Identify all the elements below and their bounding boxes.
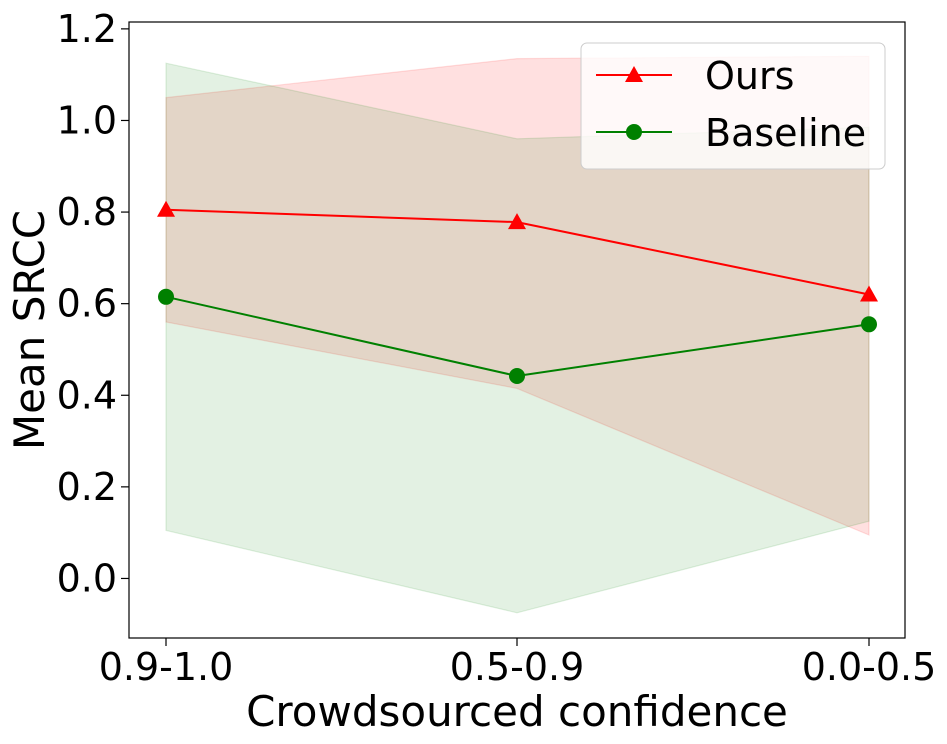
confidence-bands	[165, 55, 870, 614]
point-ours-0	[157, 200, 175, 217]
legend-marker-baseline	[626, 124, 642, 140]
legend-label-ours: Ours	[705, 54, 794, 98]
x-tick-label: 0.9-1.0	[99, 645, 234, 689]
x-axis: 0.9-1.0 0.5-0.9 0.0-0.5	[99, 638, 937, 689]
legend: Ours Baseline	[580, 42, 886, 170]
point-ours-2	[860, 285, 878, 302]
y-axis: 0.0 0.2 0.4 0.6 0.8 1.0 1.2	[57, 7, 129, 600]
y-tick-label: 1.2	[57, 7, 117, 51]
y-tick-label: 0.0	[57, 556, 117, 600]
point-ours-1	[508, 213, 526, 230]
legend-marker-ours	[625, 66, 643, 82]
x-tick-label: 0.0-0.5	[802, 645, 937, 689]
y-tick-label: 1.0	[57, 98, 117, 142]
point-baseline-0	[158, 288, 174, 305]
x-tick-label: 0.5-0.9	[450, 645, 585, 689]
point-baseline-1	[509, 368, 525, 384]
legend-label-baseline: Baseline	[705, 111, 866, 155]
band-ours	[165, 55, 870, 536]
y-axis-label: Mean SRCC	[5, 210, 54, 450]
series-markers	[157, 200, 878, 384]
y-tick-label: 0.2	[57, 465, 117, 509]
y-tick-label: 0.4	[57, 373, 117, 417]
band-baseline	[165, 62, 870, 614]
y-tick-label: 0.6	[57, 282, 117, 326]
point-baseline-2	[861, 316, 877, 333]
y-tick-label: 0.8	[57, 190, 117, 234]
x-axis-label: Crowdsourced confidence	[246, 687, 788, 736]
